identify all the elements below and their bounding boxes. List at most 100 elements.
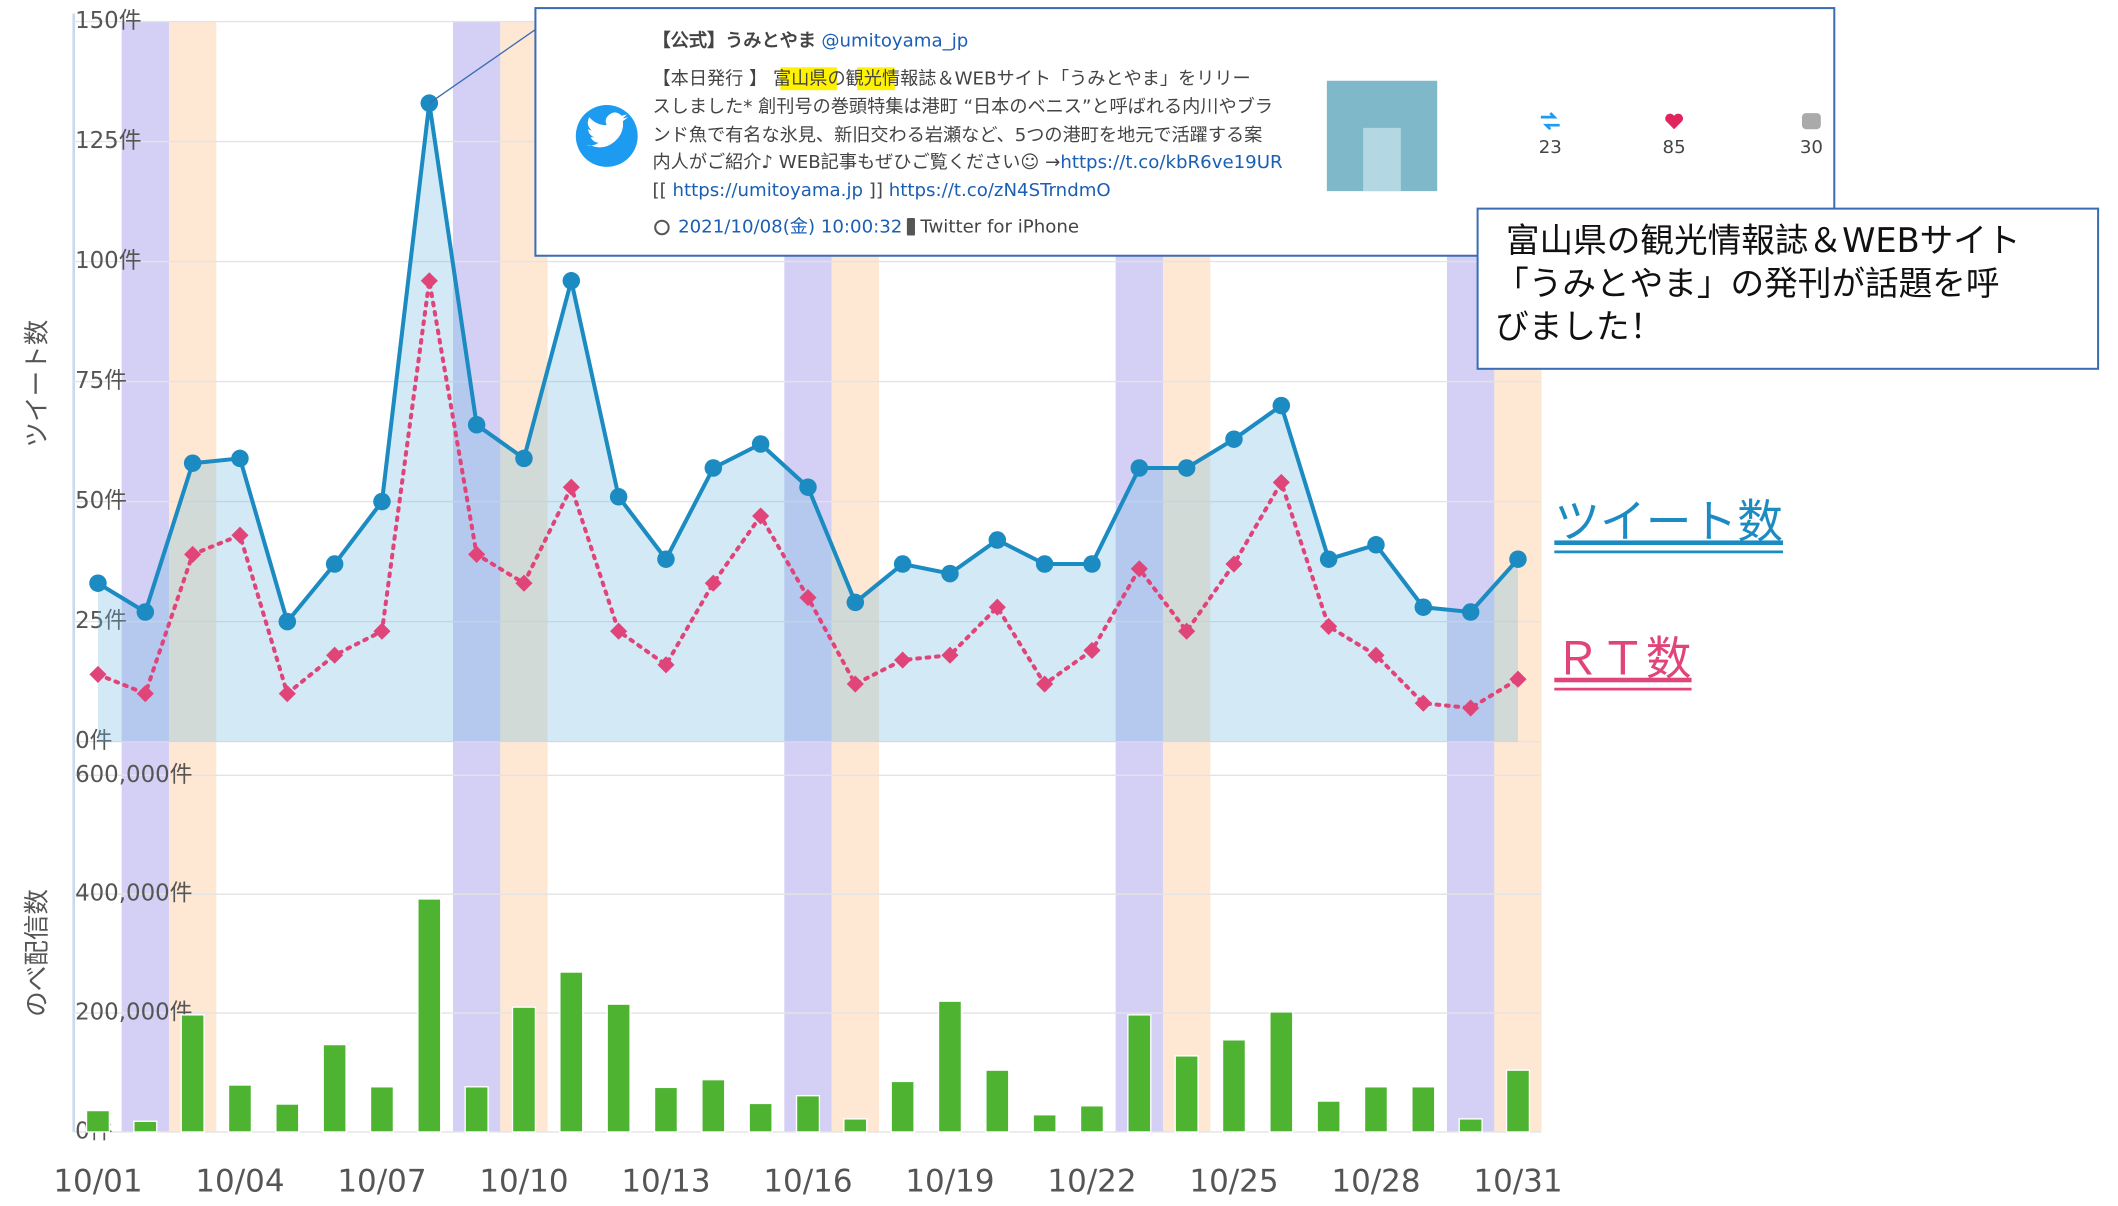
bar [323,1045,346,1132]
bar [1270,1012,1293,1132]
x-tick-label: 10/13 [621,1164,710,1200]
x-tick-label: 10/16 [763,1164,852,1200]
retweet-count: 23 [1539,137,1562,158]
x-tick-label: 10/25 [1189,1164,1278,1200]
bar [1175,1056,1198,1132]
point [1083,555,1100,572]
x-tick-label: 10/07 [337,1164,426,1200]
t: 【本日発行 】 [653,68,773,89]
bar [986,1070,1009,1132]
y-tick-label: 400,000件 [75,881,192,907]
point [326,555,343,572]
tweet-account: 【公式】うみとやま [653,30,816,52]
legend-label: ＲＴ数 [1554,633,1691,686]
bar [1317,1101,1340,1132]
x-tick-label: 10/01 [53,1164,142,1200]
bar [1412,1087,1435,1132]
tweet-line: 【本日発行 】 富山県の観光情報誌＆WEBサイト「うみとやま」をリリー [653,68,1251,89]
annotation-text: びました！ [1495,307,1663,346]
point [799,478,816,495]
bar [844,1119,867,1132]
y-axis-label: のべ配信数 [23,889,53,1017]
legend-label: ツイート数 [1554,495,1783,548]
point [1131,459,1148,476]
point [705,459,722,476]
tweet-date: 2021/10/08(金) 10:00:32 [678,216,902,237]
point [847,594,864,611]
bar [181,1015,204,1132]
point [1509,550,1526,567]
point [89,574,106,591]
tweet-line: ンド魚で有名な氷見、新旧交わる岩瀬など、5つの港町を地元で活躍する案 [653,125,1263,146]
point [231,450,248,467]
x-tick-label: 10/28 [1331,1164,1420,1200]
bar [513,1007,536,1132]
x-tick-label: 10/19 [905,1164,994,1200]
y-tick-label: 50件 [75,488,127,514]
x-tick-label: 10/22 [1047,1164,1136,1200]
point [1036,555,1053,572]
bar [371,1087,394,1132]
point [184,454,201,471]
y-tick-label: 150件 [75,8,142,34]
other-icon [1802,113,1821,129]
y-tick-label: 125件 [75,128,142,154]
bar [797,1096,820,1132]
point [1178,459,1195,476]
t: [[ [653,180,673,201]
point [515,450,532,467]
annotation-text: 富山県の観光情報誌＆WEBサイト [1506,221,2021,260]
t: 富山県 [773,68,827,89]
point [989,531,1006,548]
point [610,488,627,505]
bar [939,1001,962,1132]
t: スしました* 創刊号の巻頭特集は港町 “日本のベニス”と呼ばれる内川やブラ [653,96,1273,118]
other-count: 30 [1800,137,1823,158]
t: 内人がご紹介♪ WEB記事もぜひご覧ください☺ → [653,152,1061,173]
point [1367,536,1384,553]
bar [1223,1040,1246,1132]
x-tick-label: 10/04 [195,1164,284,1200]
bar [276,1104,299,1132]
bar [749,1103,772,1132]
bar [560,972,583,1132]
y-tick-label: 600,000件 [75,762,192,788]
t: 情報誌＆WEBサイト「うみとやま」をリリー [882,68,1251,89]
point [941,565,958,582]
y-axis-label: ツイート数 [23,320,53,448]
phone-icon [907,218,915,235]
bar [655,1087,678,1132]
point [894,555,911,572]
t: ンド魚で有名な氷見、新旧交わる岩瀬など、5つの港町を地元で活躍する案 [653,125,1263,146]
point [1273,397,1290,414]
point [1320,550,1337,567]
tweet-handle: @umitoyama_jp [821,31,968,52]
point [752,435,769,452]
bar [607,1004,630,1132]
tweet-line: スしました* 創刊号の巻頭特集は港町 “日本のベニス”と呼ばれる内川やブラ [653,96,1273,118]
bar [87,1111,110,1132]
t: 観光 [846,68,882,89]
link[interactable]: https://umitoyama.jp [672,180,863,201]
point [1462,603,1479,620]
y-tick-label: 75件 [75,368,127,394]
point [657,550,674,567]
y-tick-label: 100件 [75,248,142,274]
bar [1507,1070,1530,1132]
bar [1033,1115,1056,1132]
bar [1459,1119,1482,1132]
like-count: 85 [1663,137,1686,158]
point [373,493,390,510]
x-tick-label: 10/10 [479,1164,568,1200]
point [137,603,154,620]
t: の [827,68,845,89]
y-tick-label: 200,000件 [75,1000,192,1026]
bar [465,1087,488,1132]
point [563,272,580,289]
x-tick-label: 10/31 [1473,1164,1562,1200]
bar [418,899,441,1132]
bar [891,1081,914,1132]
bar [1365,1087,1388,1132]
link[interactable]: https://t.co/kbR6ve19UR [1060,152,1283,173]
link[interactable]: https://t.co/zN4STrndmO [889,180,1111,201]
